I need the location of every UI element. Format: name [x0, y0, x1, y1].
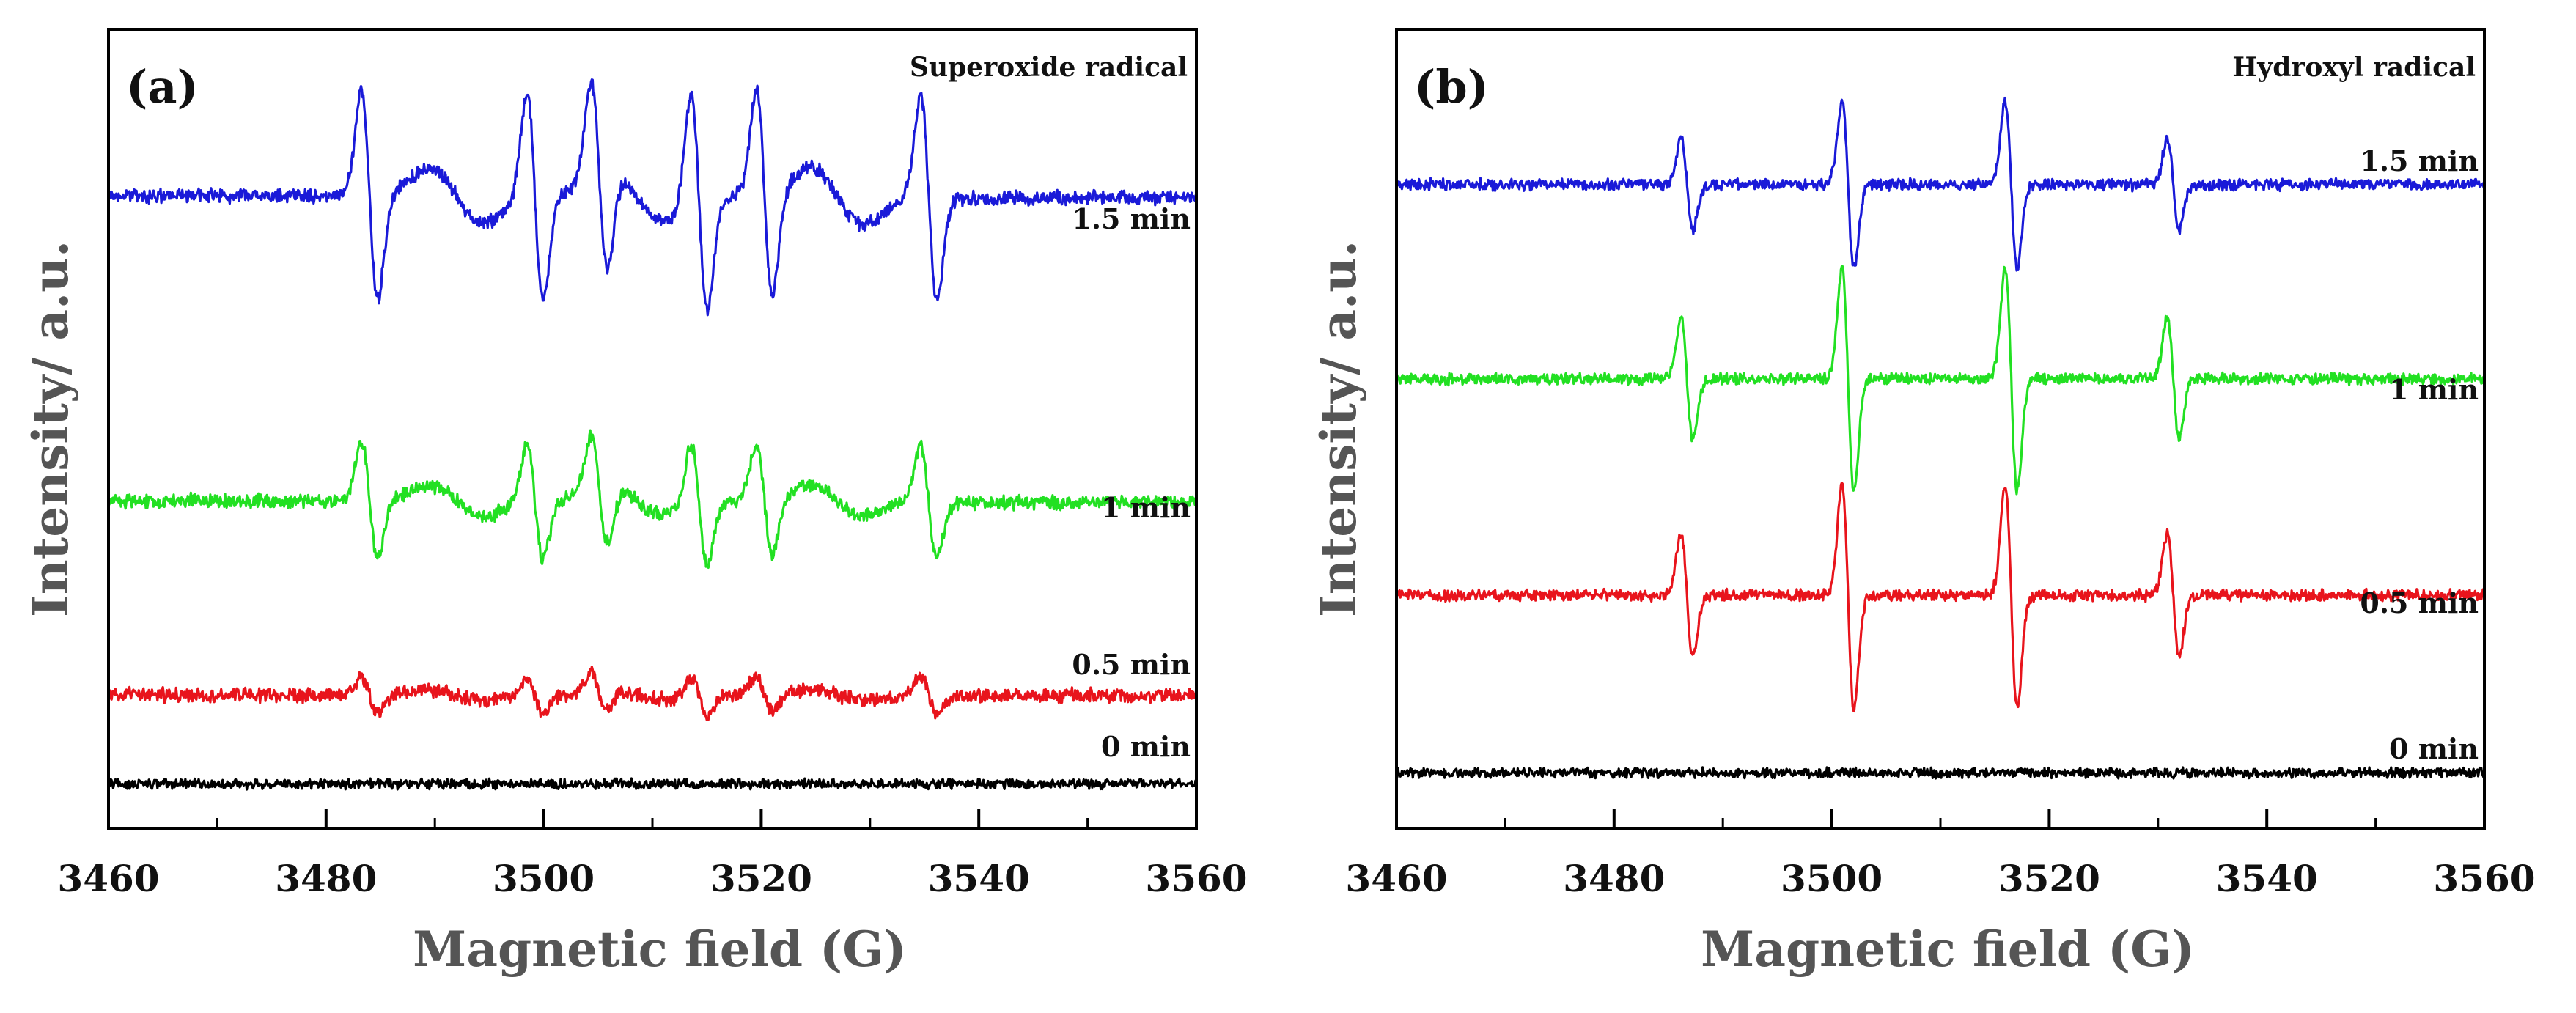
series-label-1-min: 1 min: [2389, 373, 2479, 406]
series-line-0-5-min: [107, 666, 1198, 721]
chart-panel-b: 0 min 0.5 min 1 min 1.5 min 3460 3480 3500 3520…: [1310, 28, 2536, 978]
series-label-1-5-min: 1.5 min: [1072, 202, 1191, 235]
x-tick-label: 3520: [1998, 857, 2100, 900]
series-label-1-5-min: 1.5 min: [2360, 144, 2479, 177]
series-line-1-5-min: [1395, 96, 2486, 272]
radical-title: Hydroxyl radical: [2232, 52, 2476, 83]
plot-frame: [107, 28, 1198, 830]
x-tick-label: 3520: [710, 857, 812, 900]
x-tick-label: 3480: [1563, 857, 1665, 900]
x-axis-title: Magnetic field (G): [1701, 921, 2195, 978]
series-line-0-5-min: [1395, 482, 2486, 712]
x-tick-label: 3540: [2216, 857, 2318, 900]
panel-label: (a): [126, 60, 199, 114]
series-line-1-min: [1395, 265, 2485, 496]
x-tick-label: 3500: [493, 857, 595, 900]
plot-frame: [1395, 28, 2486, 830]
chart-panel-a: 0 min 0.5 min 1 min 1.5 min 3460 3480 3500 3520…: [22, 28, 1248, 978]
series-label-0-min: 0 min: [2389, 732, 2479, 765]
series-label-0-5-min: 0.5 min: [2360, 586, 2479, 619]
x-tick-label: 3560: [2433, 857, 2535, 900]
radical-title: Superoxide radical: [910, 52, 1188, 83]
x-tick-label: 3540: [928, 857, 1030, 900]
series-line-1-5-min: [107, 78, 1198, 317]
series-line-1-min: [107, 429, 1198, 570]
series-label-0-5-min: 0.5 min: [1072, 648, 1191, 681]
x-tick-label: 3460: [57, 857, 159, 900]
y-axis-title: Intensity/ a.u.: [22, 240, 79, 617]
series-label-0-min: 0 min: [1101, 730, 1191, 763]
x-tick-label: 3480: [275, 857, 377, 900]
series-line-0-min: [1395, 766, 2486, 780]
x-tick-label: 3460: [1345, 857, 1447, 900]
x-tick-label: 3560: [1145, 857, 1247, 900]
x-axis-title: Magnetic field (G): [413, 921, 907, 978]
series-line-0-min: [107, 777, 1198, 791]
y-axis-title: Intensity/ a.u.: [1310, 240, 1367, 617]
panel-label: (b): [1414, 60, 1489, 114]
x-tick-label: 3500: [1781, 857, 1883, 900]
series-label-1-min: 1 min: [1101, 491, 1191, 524]
